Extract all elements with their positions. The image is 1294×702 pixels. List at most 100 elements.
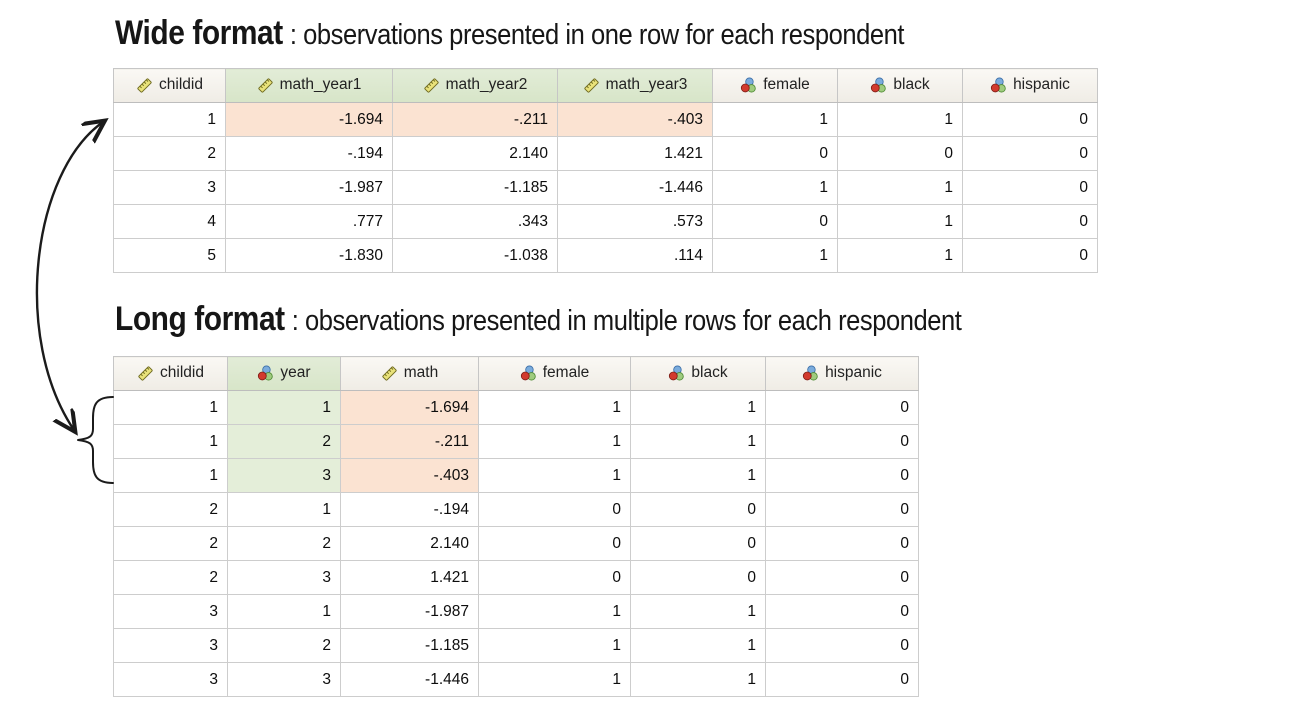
- cell-math_year1: -1.694: [225, 102, 393, 137]
- cell-black: 0: [837, 136, 963, 171]
- cell-math: -1.694: [340, 390, 479, 425]
- column-header-content: female: [740, 76, 810, 94]
- cell-hispanic: 0: [962, 136, 1098, 171]
- cell-year: 2: [227, 628, 341, 663]
- cell-childid: 2: [113, 136, 226, 171]
- column-header-math: math: [340, 356, 479, 391]
- data-row: 5 -1.830 -1.038.114 1 1 0: [113, 238, 1098, 273]
- cell-black: 1: [630, 594, 766, 629]
- cell-year: 3: [227, 458, 341, 493]
- cell-math: -.403: [340, 458, 479, 493]
- column-header-childid: childid: [113, 356, 228, 391]
- cell-female: 0: [712, 136, 838, 171]
- ruler-icon: [382, 366, 397, 381]
- cell-female: 0: [478, 526, 631, 561]
- header-row: childid year math female black hispanic: [113, 356, 919, 391]
- cell-childid: 1: [113, 102, 226, 137]
- cell-female: 1: [478, 424, 631, 459]
- column-header-black: black: [837, 68, 963, 103]
- cell-year: 1: [227, 390, 341, 425]
- cell-black: 1: [630, 458, 766, 493]
- cell-black: 0: [630, 492, 766, 527]
- column-header-content: math_year3: [583, 76, 688, 94]
- wide-format-table: childid math_year1 math_year2 math_year3 fem…: [113, 68, 1098, 273]
- nominal-balls-icon: [990, 77, 1006, 93]
- cell-black: 1: [837, 238, 963, 273]
- cell-hispanic: 0: [765, 628, 919, 663]
- column-header-year: year: [227, 356, 341, 391]
- column-header-content: math_year2: [423, 76, 527, 94]
- cell-hispanic: 0: [765, 458, 919, 493]
- ruler-icon: [423, 78, 439, 93]
- cell-female: 1: [712, 238, 838, 273]
- cell-black: 1: [837, 102, 963, 137]
- column-header-content: female: [520, 364, 590, 382]
- column-header-label: female: [542, 364, 590, 382]
- column-header-math_year3: math_year3: [557, 68, 713, 103]
- cell-math_year2: .343: [392, 204, 558, 239]
- cell-female: 0: [478, 492, 631, 527]
- cell-childid: 2: [113, 560, 228, 595]
- column-header-label: childid: [160, 364, 204, 382]
- data-row: 3 -1.987 -1.185 -1.446 1 1 0: [113, 170, 1098, 205]
- column-header-label: black: [893, 76, 930, 94]
- cell-math_year3: -1.446: [557, 170, 713, 205]
- nominal-balls-icon: [669, 365, 685, 381]
- long-format-title-desc: : observations presented in multiple row…: [291, 305, 962, 337]
- cell-math: -.211: [340, 424, 479, 459]
- cell-hispanic: 0: [962, 102, 1098, 137]
- column-header-label: childid: [159, 76, 203, 94]
- column-header-label: hispanic: [1013, 76, 1070, 94]
- cell-math_year3: 1.421: [557, 136, 713, 171]
- cell-childid: 4: [113, 204, 226, 239]
- cell-childid: 2: [113, 492, 228, 527]
- cell-black: 1: [630, 424, 766, 459]
- data-row: 1 1 -1.694 1 1 0: [113, 390, 919, 425]
- cell-math_year2: -1.038: [392, 238, 558, 273]
- cell-childid: 2: [113, 526, 228, 561]
- cell-hispanic: 0: [765, 594, 919, 629]
- data-row: 1 3 -.403 1 1 0: [113, 458, 919, 493]
- cell-year: 3: [227, 662, 341, 697]
- header-row: childid math_year1 math_year2 math_year3 fem…: [113, 68, 1098, 103]
- cell-math: -1.185: [340, 628, 479, 663]
- column-header-content: hispanic: [802, 364, 882, 382]
- cell-math_year3: -.403: [557, 102, 713, 137]
- cell-math: 1.421: [340, 560, 479, 595]
- column-header-label: hispanic: [825, 364, 882, 382]
- nominal-balls-icon: [741, 77, 756, 93]
- cell-hispanic: 0: [962, 170, 1098, 205]
- column-header-content: childid: [136, 76, 203, 94]
- cell-childid: 3: [113, 628, 228, 663]
- column-header-label: math_year3: [605, 76, 688, 94]
- cell-black: 1: [630, 628, 766, 663]
- column-header-content: black: [668, 364, 728, 382]
- cell-math: -1.446: [340, 662, 479, 697]
- cell-year: 1: [227, 492, 341, 527]
- ruler-icon: [137, 78, 152, 93]
- cell-black: 1: [630, 390, 766, 425]
- cell-year: 1: [227, 594, 341, 629]
- cell-math_year1: -1.830: [225, 238, 393, 273]
- cell-math_year3: .573: [557, 204, 713, 239]
- long-format-title-bold: Long format: [115, 300, 285, 338]
- cell-hispanic: 0: [962, 204, 1098, 239]
- column-header-content: black: [870, 76, 930, 94]
- cell-female: 1: [478, 390, 631, 425]
- cell-black: 0: [630, 526, 766, 561]
- column-header-label: math_year1: [279, 76, 362, 94]
- cell-hispanic: 0: [765, 390, 919, 425]
- cell-math_year1: .777: [225, 204, 393, 239]
- data-row: 2 1 -.194 0 0 0: [113, 492, 919, 527]
- column-header-label: female: [763, 76, 810, 94]
- column-header-label: math: [403, 364, 439, 382]
- column-header-female: female: [478, 356, 631, 391]
- data-row: 1 2 -.211 1 1 0: [113, 424, 919, 459]
- column-header-content: childid: [137, 364, 204, 382]
- long-format-title: Long format: observations presented in m…: [115, 300, 962, 339]
- cell-female: 0: [712, 204, 838, 239]
- cell-childid: 1: [113, 458, 228, 493]
- column-header-hispanic: hispanic: [962, 68, 1098, 103]
- cell-year: 3: [227, 560, 341, 595]
